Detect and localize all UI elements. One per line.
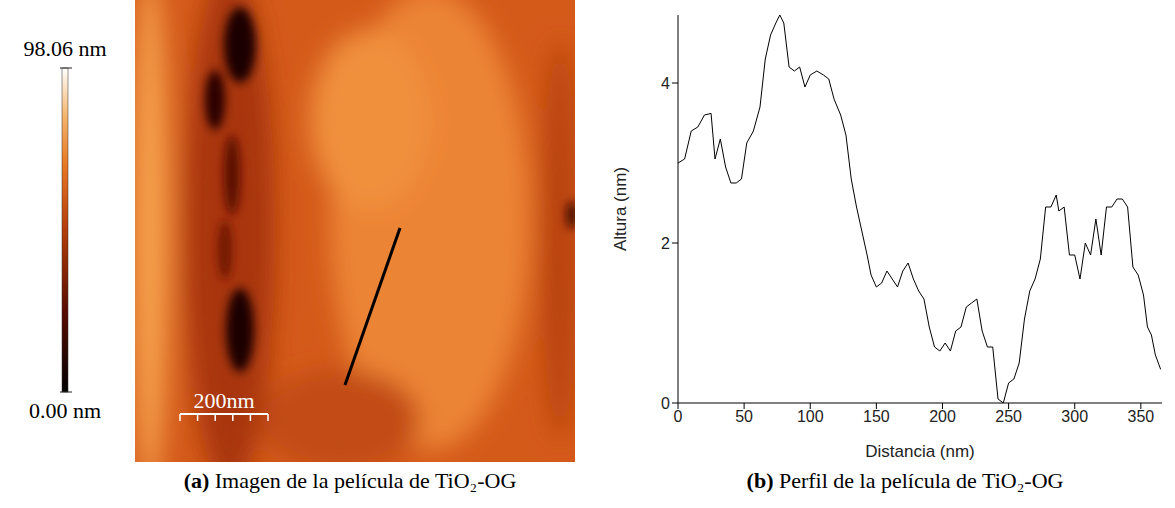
svg-text:0.00 nm: 0.00 nm [29, 398, 101, 423]
svg-text:100: 100 [797, 408, 824, 425]
svg-text:50: 50 [735, 408, 753, 425]
svg-text:98.06 nm: 98.06 nm [23, 36, 106, 61]
svg-text:200nm: 200nm [193, 388, 254, 413]
html-text:(a) Imagen de la película de T: (a) Imagen de la película de TiO₂-OG [183, 468, 517, 493]
svg-text:250: 250 [995, 408, 1022, 425]
html-text:(b) Perfil de la película de T: (b) Perfil de la película de TiO₂-OG [746, 468, 1064, 493]
svg-text:350: 350 [1127, 408, 1154, 425]
svg-text:200: 200 [929, 408, 956, 425]
svg-text:150: 150 [863, 408, 890, 425]
svg-text:4: 4 [661, 75, 670, 92]
svg-text:Distancia (nm): Distancia (nm) [865, 442, 975, 461]
svg-text:2: 2 [661, 235, 670, 252]
svg-text:0: 0 [661, 395, 670, 412]
svg-text:300: 300 [1061, 408, 1088, 425]
svg-text:0: 0 [674, 408, 683, 425]
svg-text:Altura (nm): Altura (nm) [611, 167, 630, 251]
